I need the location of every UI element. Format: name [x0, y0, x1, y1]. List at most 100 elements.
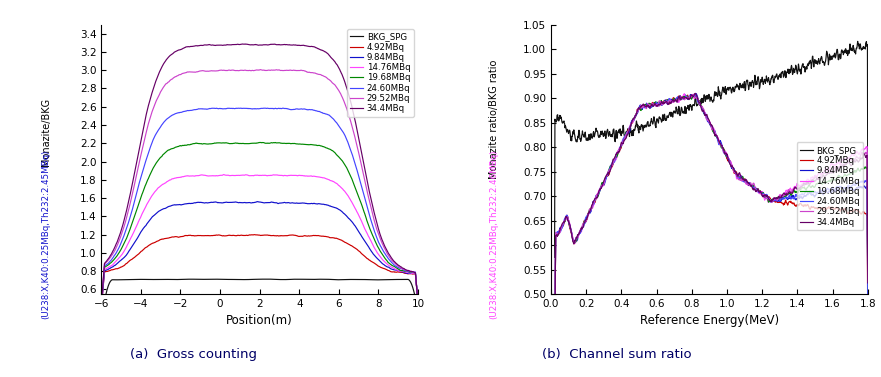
19.68MBq — [96, 304, 107, 308]
Legend: BKG_SPG, 4.92MBq, 9.84MBq, 14.76MBq, 19.68MBq, 24.60MBq, 29.52MBq, 34.4MBq: BKG_SPG, 4.92MBq, 9.84MBq, 14.76MBq, 19.… — [347, 29, 414, 117]
BKG_SPG — [152, 277, 163, 282]
Line: 9.84MBq: 9.84MBq — [554, 94, 868, 377]
9.84MBq — [152, 210, 163, 215]
9.84MBq — [308, 201, 319, 206]
Line: 34.4MBq: 34.4MBq — [554, 93, 868, 377]
9.84MBq — [786, 197, 796, 201]
29.52MBq — [240, 68, 250, 72]
29.52MBq — [786, 190, 796, 195]
19.68MBq — [283, 141, 293, 146]
Text: (a)  Gross counting: (a) Gross counting — [130, 348, 257, 361]
Legend: BKG_SPG, 4.92MBq, 9.84MBq, 14.76MBq, 19.68MBq, 24.60MBq, 29.52MBq, 34.4MBq: BKG_SPG, 4.92MBq, 9.84MBq, 14.76MBq, 19.… — [796, 142, 863, 230]
9.84MBq — [240, 200, 250, 205]
Line: 24.60MBq: 24.60MBq — [101, 108, 418, 306]
4.92MBq — [240, 233, 250, 238]
19.68MBq — [583, 209, 594, 214]
24.60MBq — [260, 106, 270, 110]
4.92MBq — [862, 320, 873, 325]
19.68MBq — [308, 143, 319, 147]
29.52MBq — [688, 92, 699, 97]
19.68MBq — [820, 179, 831, 184]
Line: BKG_SPG: BKG_SPG — [101, 279, 418, 325]
34.4MBq — [240, 42, 250, 46]
24.60MBq — [583, 210, 594, 215]
X-axis label: Position(m): Position(m) — [226, 314, 293, 328]
24.60MBq — [308, 108, 319, 112]
Text: (b)  Channel sum ratio: (b) Channel sum ratio — [542, 348, 692, 361]
BKG_SPG — [862, 206, 873, 211]
BKG_SPG — [631, 121, 641, 126]
14.76MBq — [773, 197, 783, 202]
34.4MBq — [96, 302, 107, 307]
9.84MBq — [413, 301, 424, 305]
29.52MBq — [283, 68, 293, 73]
14.76MBq — [96, 305, 107, 310]
Text: Monazite/BKG: Monazite/BKG — [41, 98, 51, 166]
9.84MBq — [691, 92, 701, 96]
24.60MBq — [335, 126, 345, 130]
29.52MBq — [820, 171, 831, 175]
34.4MBq — [283, 43, 293, 47]
4.92MBq — [152, 239, 163, 244]
29.52MBq — [96, 302, 107, 307]
34.4MBq — [413, 300, 424, 305]
29.52MBq — [583, 210, 594, 215]
Text: (U238:X,K40:0.25MBq,Th232:2.45MBq): (U238:X,K40:0.25MBq,Th232:2.45MBq) — [41, 150, 50, 319]
19.68MBq — [152, 159, 163, 164]
14.76MBq — [283, 173, 293, 178]
19.68MBq — [255, 140, 265, 145]
34.4MBq — [631, 112, 641, 117]
24.60MBq — [690, 93, 700, 97]
24.60MBq — [786, 196, 796, 201]
24.60MBq — [240, 106, 250, 110]
19.68MBq — [413, 300, 424, 305]
19.68MBq — [335, 156, 345, 161]
24.60MBq — [820, 188, 831, 193]
4.92MBq — [690, 93, 700, 97]
14.76MBq — [240, 173, 250, 177]
24.60MBq — [773, 196, 783, 201]
9.84MBq — [773, 199, 783, 204]
BKG_SPG — [240, 277, 250, 282]
14.76MBq — [679, 91, 690, 96]
Text: Monazite ratio/BKG ratio: Monazite ratio/BKG ratio — [489, 59, 499, 179]
Line: 19.68MBq: 19.68MBq — [554, 95, 868, 377]
14.76MBq — [308, 174, 319, 178]
24.60MBq — [413, 300, 424, 305]
4.92MBq — [820, 206, 831, 211]
9.84MBq — [335, 208, 345, 213]
BKG_SPG — [583, 133, 594, 138]
9.84MBq — [820, 188, 831, 193]
14.76MBq — [583, 212, 594, 217]
34.4MBq — [152, 75, 163, 80]
34.4MBq — [820, 174, 831, 178]
24.60MBq — [152, 129, 163, 134]
24.60MBq — [96, 303, 107, 308]
19.68MBq — [177, 143, 188, 148]
Line: 24.60MBq: 24.60MBq — [554, 95, 868, 377]
24.60MBq — [683, 96, 693, 101]
14.76MBq — [335, 184, 345, 189]
9.84MBq — [683, 96, 693, 101]
BKG_SPG — [96, 323, 107, 328]
4.92MBq — [583, 210, 594, 215]
4.92MBq — [248, 232, 259, 237]
Line: 9.84MBq: 9.84MBq — [101, 202, 418, 308]
19.68MBq — [862, 290, 873, 294]
Line: 19.68MBq: 19.68MBq — [101, 143, 418, 306]
BKG_SPG — [335, 277, 345, 282]
4.92MBq — [96, 306, 107, 310]
Line: 4.92MBq: 4.92MBq — [101, 234, 418, 308]
4.92MBq — [283, 233, 293, 238]
14.76MBq — [177, 175, 188, 179]
4.92MBq — [177, 234, 188, 239]
34.4MBq — [786, 191, 796, 195]
34.4MBq — [335, 69, 345, 73]
24.60MBq — [283, 107, 293, 111]
19.68MBq — [786, 193, 796, 198]
19.68MBq — [689, 93, 700, 97]
29.52MBq — [862, 279, 873, 284]
4.92MBq — [335, 238, 345, 242]
BKG_SPG — [683, 106, 693, 110]
BKG_SPG — [773, 76, 783, 80]
